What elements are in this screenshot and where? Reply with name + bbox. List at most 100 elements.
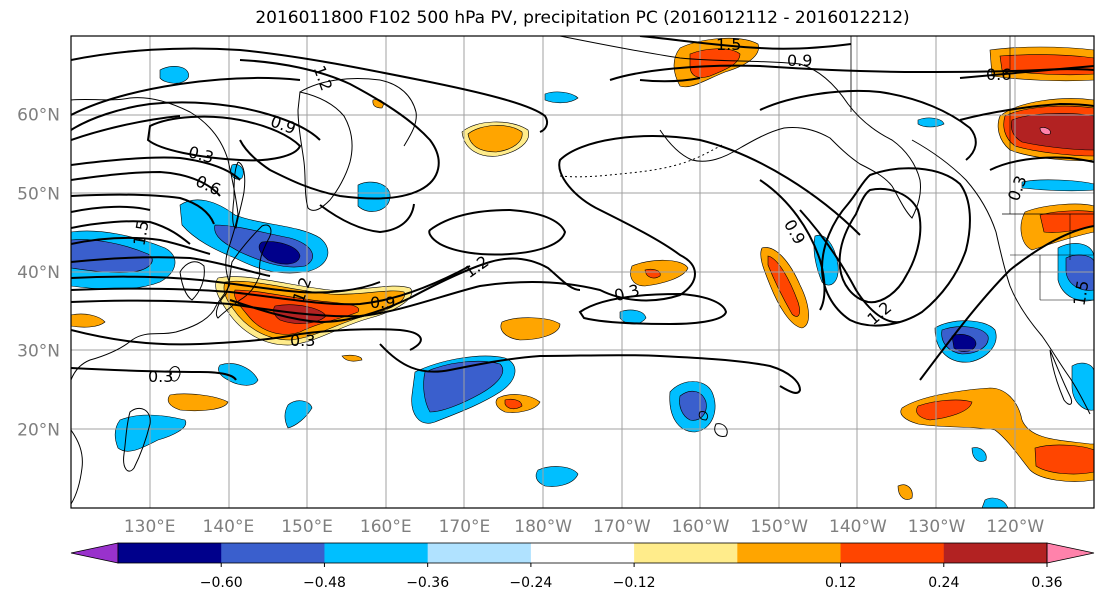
longitude-labels: 130°E 140°E 150°E 160°E 170°E 180°W 170°W 160°W… xyxy=(124,517,1045,537)
shade-neg-area xyxy=(535,466,579,487)
shade-pos-area xyxy=(341,354,363,362)
pv-contour xyxy=(146,115,302,162)
coastline-aleutians xyxy=(559,143,725,178)
contour-label: 0.3 xyxy=(148,367,173,386)
pv-contour xyxy=(71,265,471,306)
colorbar-segment xyxy=(943,543,1048,563)
longitude-label: 120°W xyxy=(986,517,1044,537)
colorbar-segment xyxy=(118,543,222,563)
pv-contour xyxy=(229,257,581,324)
pv-contour xyxy=(71,135,861,318)
pv-contour xyxy=(71,47,549,133)
map-frame xyxy=(70,35,1095,509)
pv-contour xyxy=(919,225,1094,381)
pv-contour xyxy=(71,367,237,381)
shade-neg-area xyxy=(423,360,504,413)
gridlines xyxy=(71,36,1094,508)
shade-neg-area xyxy=(544,91,579,104)
shade-pos-area xyxy=(500,317,561,341)
contour-label: 0.6 xyxy=(986,65,1011,84)
colorbar-segment xyxy=(634,543,738,563)
colorbar xyxy=(70,542,1095,564)
shade-pos-area xyxy=(897,484,913,500)
pv-contour xyxy=(759,89,977,161)
pv-contour xyxy=(319,203,415,234)
coastline-siberia xyxy=(299,78,417,147)
colorbar-tick-label: −0.24 xyxy=(509,575,552,591)
colorbar-segment xyxy=(840,543,945,563)
colorbar-tick-label: −0.36 xyxy=(406,575,449,591)
pv-contour xyxy=(71,101,321,141)
shade-pos-area xyxy=(644,268,661,279)
colorbar-segment xyxy=(324,543,429,563)
longitude-label: 130°W xyxy=(908,517,966,537)
colorbar-segment xyxy=(221,543,325,563)
shade-pos-area xyxy=(167,393,229,412)
longitude-label: 150°E xyxy=(281,517,333,537)
pv-contour xyxy=(71,170,221,197)
pv-contours xyxy=(71,36,1094,394)
pv-contour xyxy=(379,343,802,394)
coastline-hawaii xyxy=(698,411,728,437)
coastline-alaska xyxy=(559,36,921,219)
coastline-philippines xyxy=(123,408,151,472)
shade-neg-area xyxy=(971,447,987,462)
latitude-label: 50°N xyxy=(17,184,60,204)
shade-neg-area xyxy=(357,181,391,212)
coastline-sakhalin xyxy=(232,161,246,229)
shade-pos-area xyxy=(71,313,106,328)
shade-neg-area xyxy=(619,309,647,325)
contour-label: 0.9 xyxy=(370,293,395,312)
pv-contour xyxy=(959,65,1094,79)
coastline-kamchatka xyxy=(297,91,353,211)
pv-contour xyxy=(71,256,271,277)
colorbar-tick-label: 0.24 xyxy=(928,575,959,591)
map-panel: 1.5 0.9 0.6 1.2 0.9 0.6 0.3 1.5 1.2 0.9 … xyxy=(70,35,1095,509)
longitude-label: 170°E xyxy=(439,517,491,537)
shade-neg-area xyxy=(917,117,945,128)
contour-label: 1.5 xyxy=(1069,279,1092,307)
coastline-japan xyxy=(215,224,272,319)
border-us-states xyxy=(1010,214,1094,301)
coastline-taiwan xyxy=(169,366,181,382)
colorbar-extend-low xyxy=(70,542,119,564)
pv-contour xyxy=(428,208,567,256)
coastline-baja xyxy=(1049,349,1073,405)
latitude-label: 30°N xyxy=(17,342,60,362)
longitude-label: 140°E xyxy=(203,517,255,537)
pv-contour xyxy=(838,188,922,304)
shade-pos-area xyxy=(767,255,800,317)
shade-pos-area xyxy=(467,125,523,153)
coastline-se-asia xyxy=(71,429,83,505)
pv-contour xyxy=(71,76,301,116)
latitude-label: 20°N xyxy=(17,420,60,440)
pv-contour xyxy=(71,193,215,225)
shade-neg-area xyxy=(258,241,301,265)
shade-neg-area xyxy=(981,497,1009,508)
latitude-label: 60°N xyxy=(17,106,60,126)
pv-contour xyxy=(71,220,191,245)
longitude-label: 160°W xyxy=(672,517,730,537)
shade-neg-area xyxy=(284,400,313,429)
contour-label: 0.3 xyxy=(290,331,315,350)
colorbar-tick-label: 0.36 xyxy=(1031,575,1062,591)
pv-contour xyxy=(239,59,440,200)
shade-pos-area xyxy=(1011,113,1094,151)
longitude-label: 170°W xyxy=(593,517,651,537)
latitude-label: 40°N xyxy=(17,263,60,283)
shade-neg-area xyxy=(1021,179,1094,192)
pv-contour xyxy=(799,209,901,324)
pv-contour xyxy=(71,115,181,141)
coastline-bc-coast xyxy=(911,139,1091,415)
pv-contour xyxy=(71,328,422,351)
colorbar-tick-label: 0.12 xyxy=(825,575,856,591)
colorbar-labels: −0.60−0.48−0.36−0.24−0.120.120.240.360.4… xyxy=(200,563,1063,591)
map-title: 2016011800 F102 500 hPa PV, precipitatio… xyxy=(255,8,910,28)
colorbar-frame xyxy=(117,542,1048,564)
shade-neg-area xyxy=(813,234,839,286)
colorbar-segment xyxy=(427,543,532,563)
pv-contour xyxy=(578,292,728,326)
contour-label: 1.5 xyxy=(129,219,152,247)
pv-contour xyxy=(71,205,151,213)
